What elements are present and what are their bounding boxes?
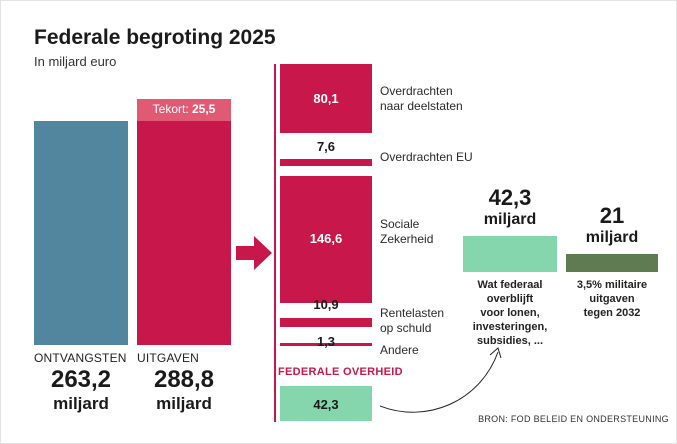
segment-rentelasten-value: 10,9	[313, 297, 339, 312]
chart-title: Federale begroting 2025	[34, 26, 276, 49]
segment-rentelasten	[280, 317, 372, 328]
bar-tekort	[137, 99, 231, 121]
deficit-value: 25,5	[192, 102, 216, 117]
segment-eu-value: 7,6	[316, 139, 336, 154]
unit-uitgaven: miljard	[156, 394, 212, 413]
segment-andere-label: Andere	[380, 343, 419, 357]
remaining-caption: Wat federaal overblijft voor lonen, inve…	[472, 279, 548, 347]
curved-arrow-icon	[379, 347, 502, 413]
remaining-unit: miljard	[483, 211, 537, 228]
remaining-box	[463, 236, 557, 272]
segment-andere-value: 1,3	[316, 334, 336, 349]
segment-deelstaten-value: 80,1	[313, 90, 339, 106]
segment-deelstaten-label: Overdrachten naar deelstaten	[380, 84, 463, 113]
segment-eu-label: Overdrachten EU	[380, 150, 473, 164]
deficit-label: Tekort: 25,5	[137, 102, 231, 116]
value-ontvangsten: 263,2	[50, 366, 112, 393]
deficit-prefix: Tekort:	[152, 102, 189, 117]
federal-box	[280, 386, 372, 421]
breakdown-bracket	[274, 64, 276, 422]
segment-sociale-zekerheid	[280, 175, 372, 303]
value-uitgaven: 288,8	[153, 366, 215, 393]
segment-sociale-zekerheid-label: Sociale Zekerheid	[380, 217, 434, 246]
bar-ontvangsten	[34, 121, 128, 345]
source-note: BRON: FOD BELEID EN ONDERSTEUNING	[478, 414, 669, 424]
right-arrow-icon	[236, 236, 272, 270]
segment-eu	[280, 159, 372, 166]
military-value: 21	[599, 203, 625, 228]
segment-andere	[280, 343, 372, 347]
federal-value: 42,3	[313, 397, 339, 412]
military-box	[566, 254, 658, 272]
label-ontvangsten: ONTVANGSTEN	[34, 351, 127, 365]
segment-rentelasten-label: Rentelasten op schuld	[380, 306, 445, 335]
label-uitgaven: UITGAVEN	[137, 351, 200, 365]
military-unit: miljard	[585, 229, 639, 246]
remaining-value: 42,3	[488, 185, 532, 210]
unit-ontvangsten: miljard	[53, 394, 109, 413]
bar-uitgaven	[137, 120, 231, 345]
segment-sociale-zekerheid-value: 146,6	[309, 231, 343, 247]
federal-label: FEDERALE OVERHEID	[278, 366, 403, 378]
segment-deelstaten	[280, 64, 372, 134]
chart-subtitle: In miljard euro	[34, 54, 117, 69]
military-caption: 3,5% militaire uitgaven tegen 2032	[576, 279, 648, 319]
